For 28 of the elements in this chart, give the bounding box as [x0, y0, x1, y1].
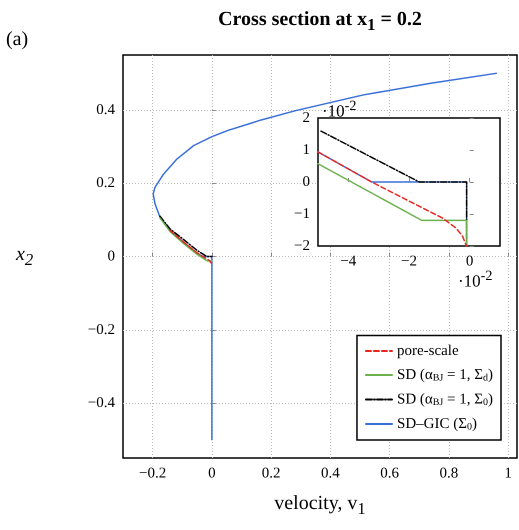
x-axis-title: velocity, v$_{1}$	[273, 492, 367, 519]
x-tick-label: −2	[401, 254, 417, 270]
x-tick-label: 0	[208, 466, 216, 482]
y-tick-label: 2	[302, 110, 310, 126]
line-series	[169, 230, 213, 265]
y-tick-label: 1	[302, 142, 310, 158]
y-tick-label: −1	[294, 206, 310, 222]
y-tick-label: −0.4	[88, 395, 116, 412]
x-tick-label: −0.2	[139, 466, 166, 482]
y-tick-label: 0.2	[96, 175, 115, 192]
x-tick-label: 0.4	[320, 466, 340, 482]
text: (a)	[6, 28, 28, 51]
x-tick-label: 0	[466, 254, 474, 270]
x-tick-label: 0.8	[439, 466, 458, 482]
line-series	[152, 72, 498, 440]
y-tick-label: −2	[294, 238, 310, 254]
annotation: ·10$^{-2}$	[458, 268, 492, 292]
chart-title: Cross section at x$_{1}$ = 0.2	[217, 8, 423, 35]
annotation: ·10$^{-2}$	[322, 98, 356, 122]
y-tick-label: 0.4	[96, 102, 116, 118]
x-tick-label: 0.6	[380, 466, 400, 482]
legend-label: pore-scale	[396, 343, 459, 359]
x-tick-label: 1	[504, 466, 512, 482]
x-tick-label: −4	[340, 254, 357, 270]
y-axis-title: x$_{2}$	[16, 243, 34, 270]
y-tick-label: −0.2	[88, 322, 115, 338]
x-tick-label: 0.2	[262, 466, 280, 482]
y-tick-label: 0	[302, 174, 310, 190]
